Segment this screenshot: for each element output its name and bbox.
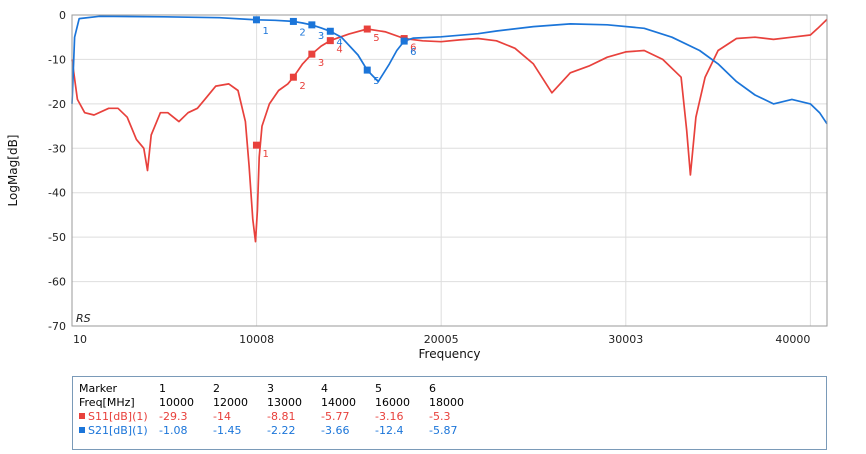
s11-value-cell: -5.77 [321,410,350,423]
freq-header-label: Freq[MHz] [79,396,135,409]
s21-value-cell: -1.45 [213,424,242,437]
marker-id-cell: 5 [375,382,382,395]
s11-value-cell: -8.81 [267,410,296,423]
freq-cell: 16000 [375,396,410,409]
y-tick-label: -50 [48,231,66,244]
freq-cell: 14000 [321,396,356,409]
y-tick-label: -30 [48,142,66,155]
s21-marker-label: 1 [262,26,268,37]
s11-value-cell: -14 [213,410,231,423]
freq-cell: 18000 [429,396,464,409]
y-tick-label: -70 [48,320,66,333]
s11-label: S11[dB](1) [88,410,148,423]
s21-marker-2 [289,17,297,25]
s21-marker-4 [326,27,334,35]
marker-id-cell: 6 [429,382,436,395]
plot-area [72,15,827,326]
s11-marker-label: 6 [410,43,416,54]
s11-marker-label: 2 [299,81,305,92]
y-tick-label: 0 [59,9,66,22]
s11-marker-5 [363,25,371,33]
s11-marker-label: 1 [262,149,268,160]
s21-marker-3 [308,21,316,29]
s11-value-cell: -29.3 [159,410,188,423]
x-tick-label: 20005 [424,333,459,346]
marker-id-cell: 4 [321,382,328,395]
y-tick-label: -60 [48,276,66,289]
s11-marker-1 [252,141,260,149]
s21-marker-label: 5 [373,76,379,87]
s11-marker-2 [289,73,297,81]
s11-label-cell: S11[dB](1) [79,410,159,424]
marker-id-cell: 2 [213,382,220,395]
s11-marker-label: 5 [373,33,379,44]
chart-plot: 0 -10 -20 -30 -40 -50 -60 -70 10 10008 20005 30003 4… [6,9,828,361]
s21-marker-label: 2 [299,27,305,38]
x-tick-label: 40000 [775,333,810,346]
marker-id-row: Marker 1 2 3 4 5 6 [79,382,483,396]
s11-line [71,18,828,243]
marker-id-cell: 1 [159,382,166,395]
x-tick-label: 10 [73,333,87,346]
marker-header-label: Marker [79,382,118,395]
freq-cell: 10000 [159,396,194,409]
y-axis-title: LogMag[dB] [6,135,20,207]
s11-value-cell: -3.16 [375,410,404,423]
marker-id-cell: 3 [267,382,274,395]
freq-cell: 12000 [213,396,248,409]
s11-marker-4 [326,37,334,45]
s21-marker-label: 6 [410,47,416,58]
s21-value-cell: -5.87 [429,424,458,437]
s21-marker-label: 4 [336,37,342,48]
s21-value-cell: -3.66 [321,424,350,437]
s21-marker-6 [400,37,408,45]
x-axis-title: Frequency [419,347,481,361]
s21-label: S21[dB](1) [88,424,148,437]
s11-swatch [79,413,85,419]
y-tick-label: -40 [48,187,66,200]
s11-value-cell: -5.3 [429,410,451,423]
s11-marker-label: 4 [336,45,342,56]
s11-row: S11[dB](1) -29.3 -14 -8.81 -5.77 -3.16 -… [79,410,483,424]
s11-marker-3 [308,50,316,58]
tick-labels: 0 -10 -20 -30 -40 -50 -60 -70 10 10008 20005 30003 4… [48,9,810,346]
s21-value-cell: -12.4 [375,424,404,437]
s21-row: S21[dB](1) -1.08 -1.45 -2.22 -3.66 -12.4… [79,424,483,438]
s21-value-cell: -1.08 [159,424,188,437]
s21-value-cell: -2.22 [267,424,296,437]
y-tick-label: -10 [48,53,66,66]
s21-swatch [79,427,85,433]
marker-freq-row: Freq[MHz] 10000 12000 13000 14000 16000 … [79,396,483,410]
plot-border [71,14,828,327]
freq-cell: 13000 [267,396,302,409]
y-tick-label: -20 [48,98,66,111]
s21-marker-1 [252,16,260,24]
rs-watermark: RS [76,312,91,325]
s21-label-cell: S21[dB](1) [79,424,159,438]
s21-marker-5 [363,66,371,74]
x-tick-label: 10008 [239,333,274,346]
x-tick-label: 30003 [608,333,643,346]
s11-marker-label: 3 [318,58,324,69]
marker-table: Marker 1 2 3 4 5 6 Freq[MHz] 10000 12000… [72,376,827,450]
s21-marker-label: 3 [318,31,324,42]
